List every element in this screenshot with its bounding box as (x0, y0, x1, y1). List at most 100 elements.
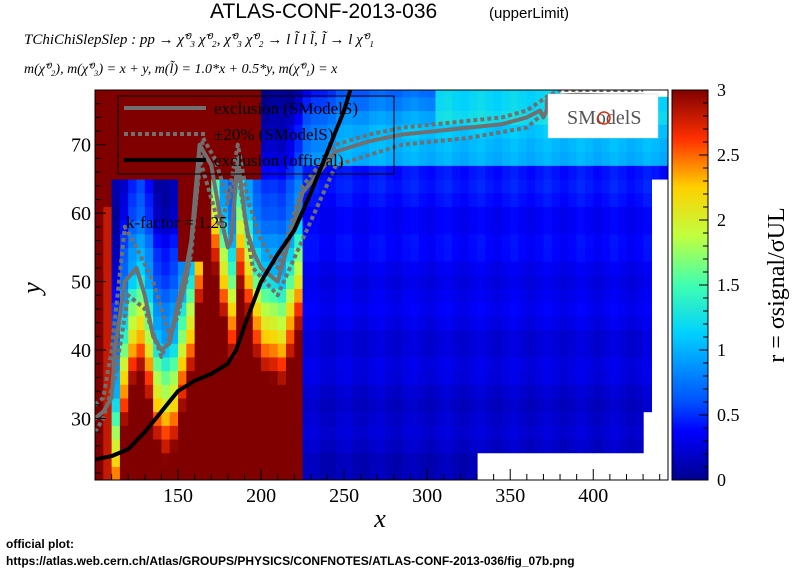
heatmap-cell (510, 137, 520, 153)
heatmap-cell (643, 206, 652, 221)
heatmap-cell (377, 220, 387, 235)
heatmap-cell (369, 247, 378, 262)
heatmap-cell (103, 137, 113, 153)
heatmap-cell (277, 302, 287, 317)
heatmap-cell (219, 411, 229, 426)
heatmap-cell (119, 137, 129, 153)
heatmap-cell (344, 302, 354, 317)
heatmap-cell (360, 110, 370, 125)
heatmap-cell (219, 425, 229, 440)
heatmap-cell (153, 302, 163, 317)
heatmap-cell (360, 90, 370, 98)
heatmap-cell (136, 370, 146, 385)
heatmap-cell (194, 302, 204, 317)
heatmap-cell (477, 124, 486, 139)
heatmap-cell (618, 384, 628, 399)
heatmap-cell (535, 192, 545, 207)
heatmap-cell (302, 397, 312, 413)
heatmap-cell (418, 411, 428, 426)
heatmap-cell (327, 411, 337, 426)
heatmap-cell (369, 137, 378, 153)
heatmap-cell (103, 466, 113, 480)
heatmap-cell (202, 452, 212, 467)
heatmap-cell (385, 151, 395, 166)
heatmap-cell (335, 288, 345, 303)
heatmap-cell (252, 466, 262, 480)
heatmap-cell (543, 302, 553, 317)
heatmap-cell (427, 438, 437, 454)
heatmap-cell (443, 288, 453, 303)
heatmap-cell (236, 315, 246, 331)
heatmap-cell (119, 178, 129, 194)
colorbar-axis: 00.511.522.53r = σsignal/σUL (699, 80, 790, 490)
heatmap-cell (576, 247, 586, 262)
heatmap-cell (244, 165, 254, 180)
heatmap-cell (95, 90, 104, 98)
logo-mark (597, 111, 611, 125)
heatmap-cell (319, 137, 329, 153)
heatmap-cell (485, 397, 495, 413)
heatmap-cell (119, 343, 129, 358)
heatmap-cell (369, 124, 378, 139)
heatmap-cell (360, 178, 370, 194)
heatmap-cell (261, 466, 270, 480)
heatmap-cell (626, 356, 636, 372)
heatmap-cell (618, 315, 628, 331)
heatmap-cell (643, 397, 652, 413)
heatmap-cell (443, 315, 453, 331)
x-tick-label: 200 (246, 485, 276, 507)
heatmap-cell (269, 178, 279, 194)
heatmap-cell (103, 343, 113, 358)
heatmap-cell (402, 302, 412, 317)
heatmap-cell (344, 178, 354, 194)
heatmap-cell (219, 124, 229, 139)
heatmap-cell (144, 356, 154, 372)
heatmap-cell (526, 90, 536, 98)
heatmap-cell (227, 343, 237, 358)
heatmap-cell (186, 384, 196, 399)
series-line (95, 90, 353, 462)
heatmap-cell (136, 165, 146, 180)
heatmap-cell (252, 96, 262, 112)
heatmap-cell (402, 151, 412, 166)
heatmap-cell (510, 247, 520, 262)
heatmap-cell (244, 411, 254, 426)
heatmap-cell (111, 110, 121, 125)
heatmap-cell (535, 397, 545, 413)
heatmap-cell (618, 302, 628, 317)
footer-label: official plot: (6, 537, 74, 551)
heatmap-cell (634, 165, 644, 180)
heatmap-cell (634, 151, 644, 166)
heatmap-cell (609, 206, 619, 221)
heatmap-cell (344, 315, 354, 331)
heatmap-cell (377, 247, 387, 262)
heatmap-cell (153, 178, 163, 194)
heatmap-cell (393, 233, 403, 248)
heatmap-cell (443, 165, 453, 180)
heatmap-cell (261, 110, 270, 125)
heatmap-cell (543, 288, 553, 303)
heatmap-cell (518, 438, 528, 454)
heatmap-cell (352, 90, 362, 98)
heatmap-cell (128, 110, 138, 125)
heatmap-cell (286, 96, 295, 112)
heatmap-cell (161, 124, 171, 139)
legend-label: ±20% (SModelS) (214, 125, 333, 144)
heatmap-cell (468, 288, 478, 303)
heatmap-cell (560, 151, 569, 166)
heatmap-cell (277, 356, 287, 372)
heatmap-cell (634, 261, 644, 276)
heatmap-cell (128, 261, 138, 276)
heatmap-cell (302, 151, 312, 166)
heatmap-cell (377, 274, 387, 290)
heatmap-cell (626, 343, 636, 358)
heatmap-cell (161, 411, 171, 426)
heatmap-cell (335, 96, 345, 112)
heatmap-cell (310, 137, 320, 153)
heatmap-cell (485, 178, 495, 194)
heatmap-cell (128, 165, 138, 180)
heatmap-cell (202, 343, 212, 358)
heatmap-cell (211, 124, 221, 139)
heatmap-cell (178, 343, 187, 358)
heatmap-cell (452, 343, 461, 358)
